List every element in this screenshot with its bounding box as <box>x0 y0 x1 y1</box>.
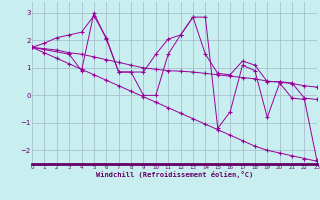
X-axis label: Windchill (Refroidissement éolien,°C): Windchill (Refroidissement éolien,°C) <box>96 171 253 178</box>
